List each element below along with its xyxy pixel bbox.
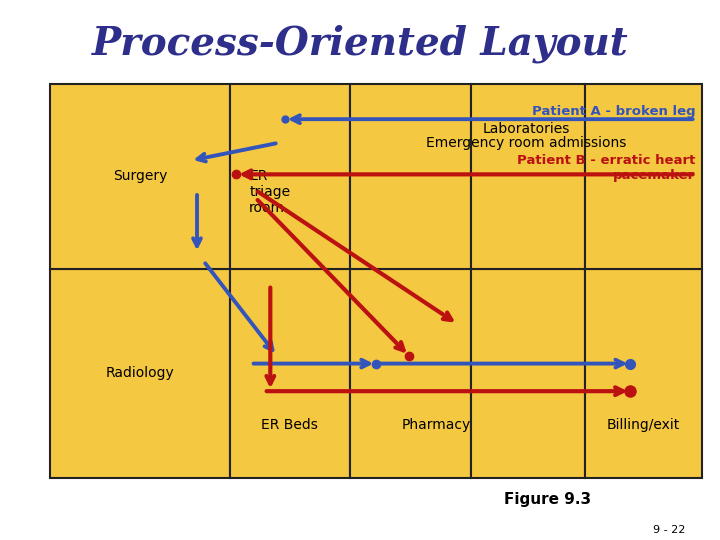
Bar <box>471 269 585 478</box>
Text: Surgery: Surgery <box>113 170 167 184</box>
Text: Patient A - broken leg: Patient A - broken leg <box>532 105 696 118</box>
Bar <box>350 269 471 478</box>
Text: Laboratories: Laboratories <box>482 122 570 136</box>
Text: Process-Oriented Layout: Process-Oriented Layout <box>91 24 629 63</box>
Bar <box>585 269 702 478</box>
Bar <box>230 269 350 478</box>
Text: Pharmacy: Pharmacy <box>402 417 471 431</box>
Bar <box>471 84 585 269</box>
Bar <box>50 269 230 478</box>
Bar <box>50 84 230 269</box>
Text: Emergency room admissions: Emergency room admissions <box>426 136 626 150</box>
Bar <box>230 84 350 269</box>
Text: Billing/exit: Billing/exit <box>607 417 680 431</box>
Text: Figure 9.3: Figure 9.3 <box>503 492 591 507</box>
Bar <box>585 84 702 269</box>
Text: ER
triage
room: ER triage room <box>249 169 290 215</box>
Text: Patient B - erratic heart
pacemaker: Patient B - erratic heart pacemaker <box>517 154 696 183</box>
Text: Radiology: Radiology <box>106 367 174 381</box>
Bar <box>350 84 471 269</box>
Text: 9 - 22: 9 - 22 <box>654 525 685 535</box>
Text: ER Beds: ER Beds <box>261 417 318 431</box>
